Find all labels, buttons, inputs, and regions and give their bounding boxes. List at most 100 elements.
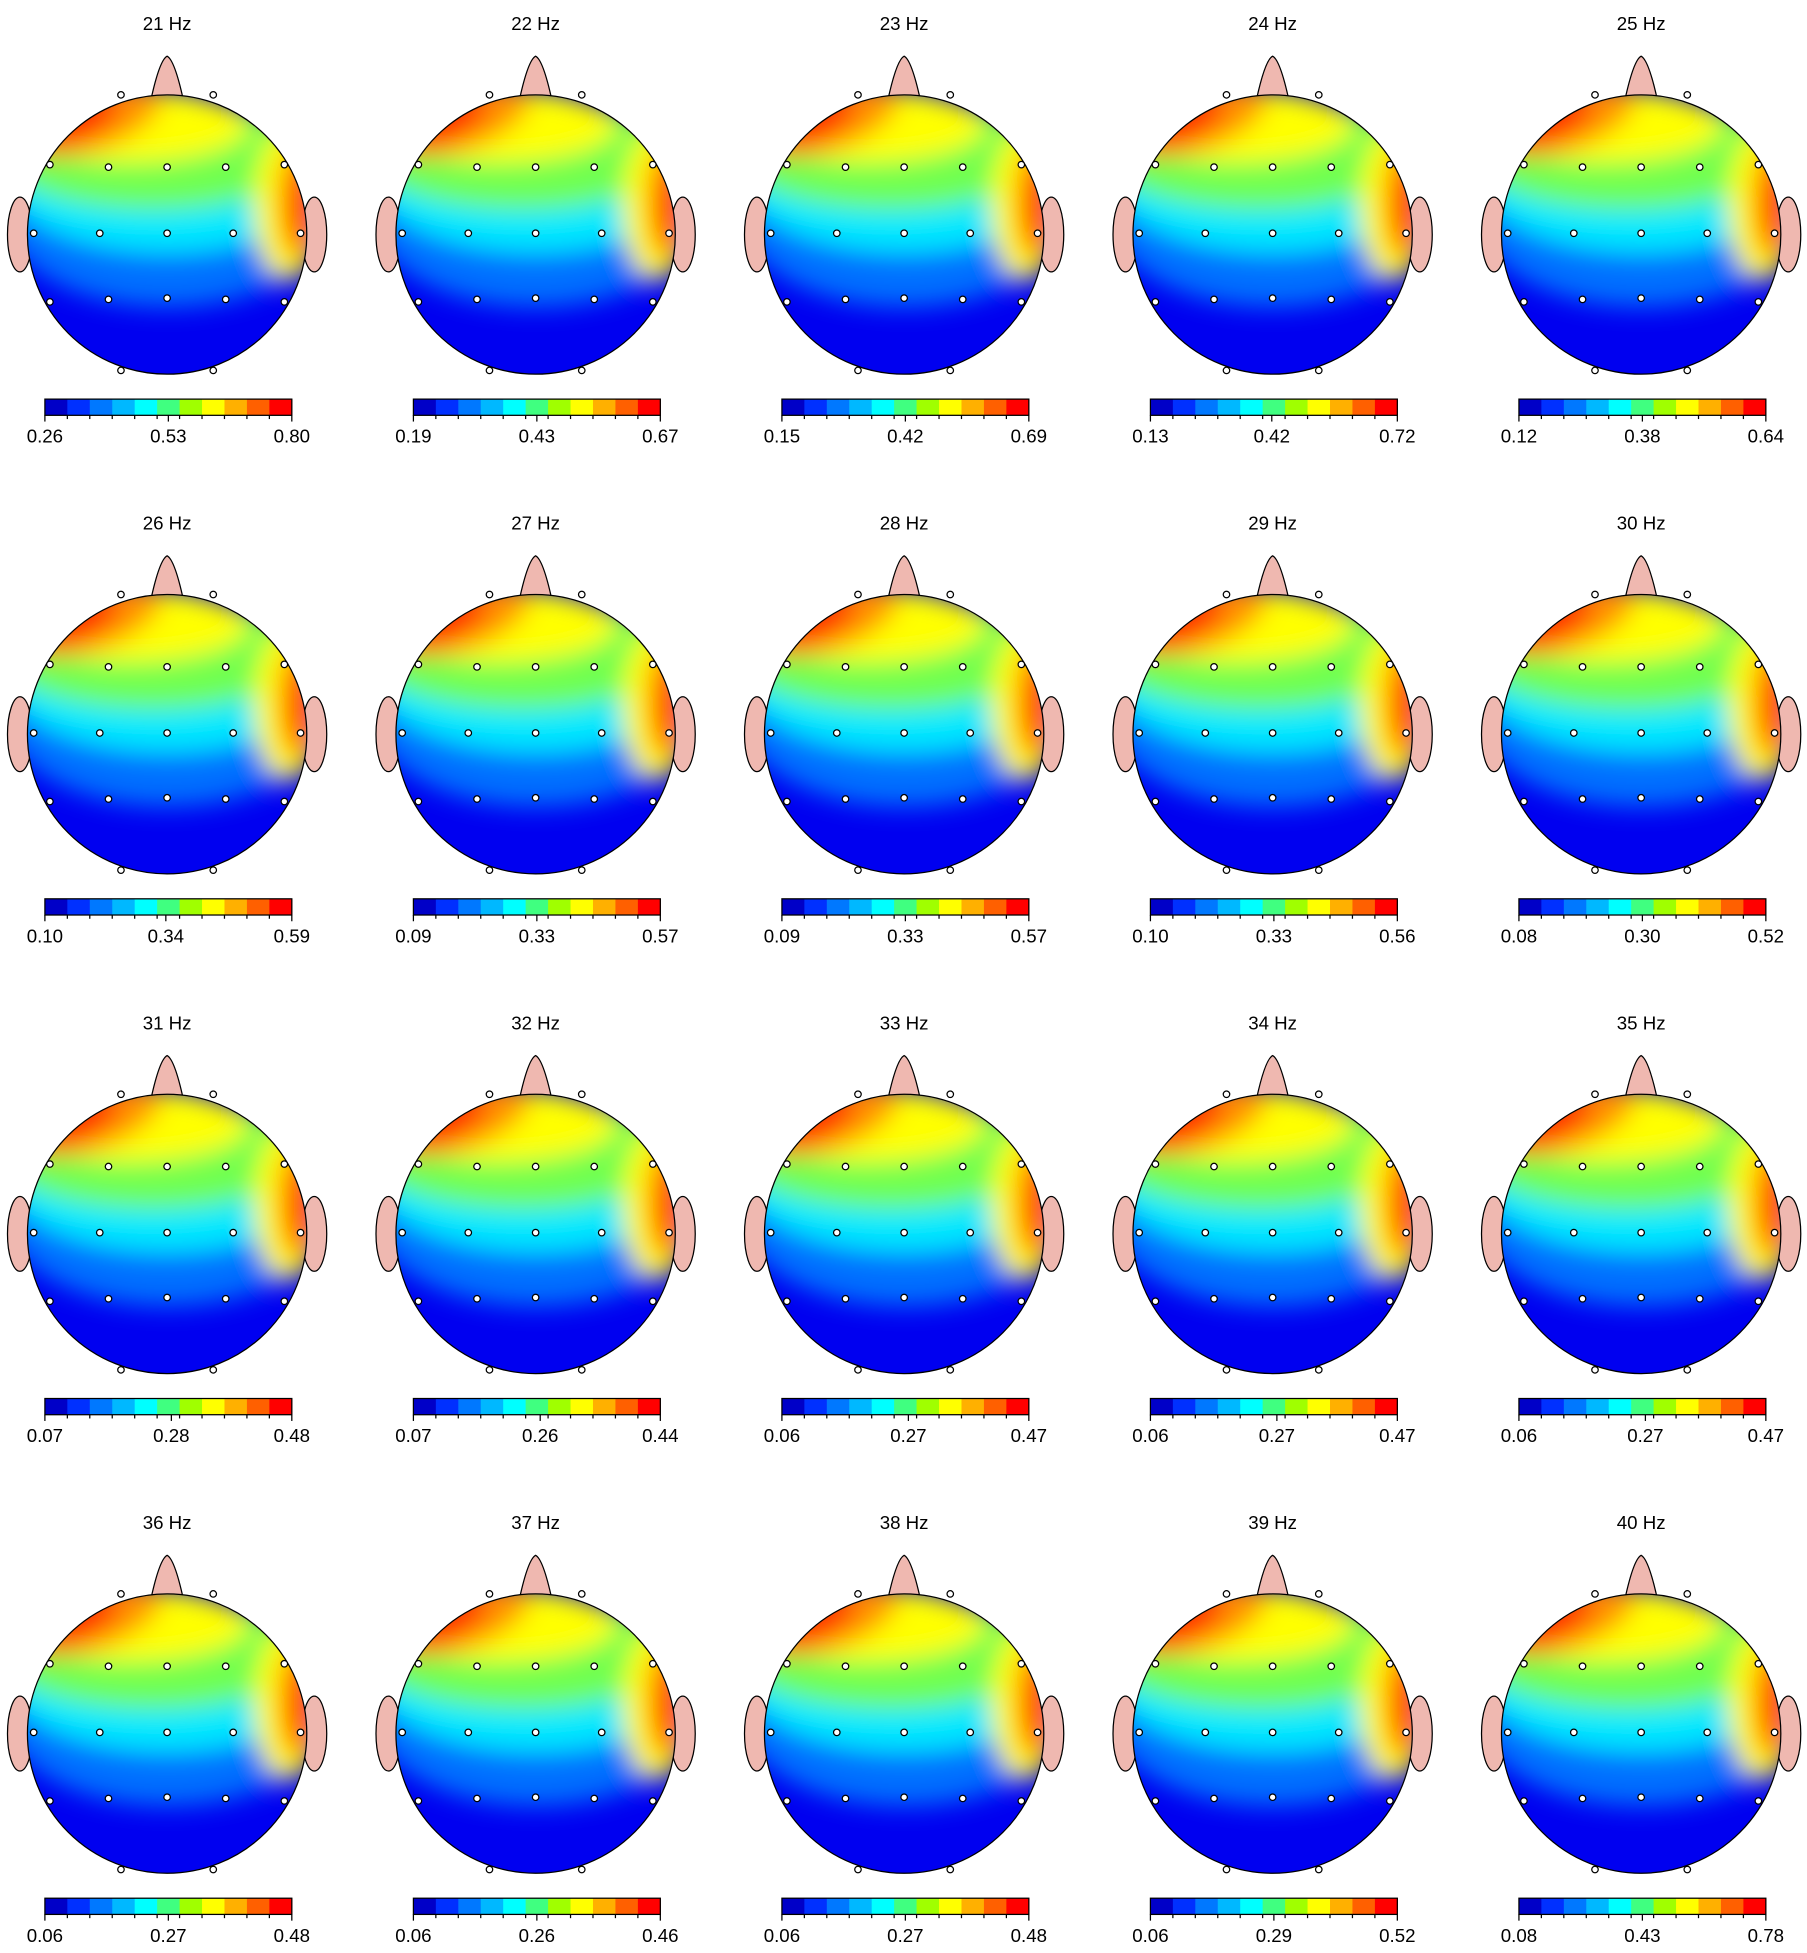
electrode — [473, 795, 481, 803]
colorbar-segment — [89, 1398, 113, 1415]
electrode — [832, 229, 841, 238]
electrode — [1385, 1297, 1394, 1306]
scalp-map — [367, 1566, 704, 1883]
electrode — [900, 1162, 908, 1171]
electrode — [1569, 729, 1578, 737]
colorbar-segment — [871, 1898, 895, 1915]
electrode — [783, 660, 791, 669]
electrode — [1637, 1228, 1646, 1237]
colorbar-segment — [1006, 399, 1030, 416]
electrode — [1402, 1728, 1410, 1737]
electrode — [1210, 1662, 1218, 1671]
nose — [887, 1054, 922, 1100]
colorbar-segment — [894, 399, 918, 416]
colorbar-segment — [413, 898, 437, 916]
panel-title: 32 Hz — [511, 1012, 560, 1033]
colorbar-segment — [1172, 898, 1196, 916]
colorbar-segment — [269, 1898, 293, 1915]
electrode — [1135, 729, 1144, 737]
colorbar-frame — [44, 1397, 293, 1416]
electrode — [648, 1160, 657, 1168]
colorbar-segment — [1608, 399, 1632, 416]
electrode — [1327, 295, 1336, 304]
electrode — [597, 729, 606, 737]
electrode — [1314, 590, 1323, 599]
electrode — [163, 1293, 171, 1302]
colorbar-tick-label: 0.48 — [274, 1425, 310, 1446]
electrode — [531, 1662, 540, 1671]
colorbar-tick-label: 0.10 — [27, 925, 63, 946]
nose — [887, 55, 922, 101]
colorbar-tick-label: 0.38 — [1624, 426, 1660, 447]
colorbar-segment — [1285, 1398, 1309, 1415]
colorbar-segment — [826, 1898, 850, 1915]
electrode — [1222, 1365, 1231, 1374]
colorbar-segment — [413, 399, 437, 416]
colorbar-segment — [157, 1398, 181, 1415]
electrode — [1327, 1662, 1336, 1671]
colorbar-frame — [44, 898, 293, 916]
head-outline — [763, 94, 1045, 375]
colorbar-segment — [112, 898, 136, 916]
electrode — [590, 163, 599, 172]
electrode — [854, 590, 862, 599]
electrode — [577, 1090, 586, 1099]
electrode — [46, 1797, 54, 1805]
colorbar-segment — [983, 1398, 1008, 1415]
head-outline — [395, 1593, 676, 1874]
colorbar-segment — [435, 1898, 459, 1915]
electrode — [766, 1728, 775, 1737]
colorbar-segment — [1262, 898, 1286, 916]
nose — [1255, 55, 1290, 101]
colorbar-segment — [1217, 1898, 1241, 1915]
colorbar-segment — [134, 399, 158, 416]
electrode — [1385, 297, 1394, 306]
colorbar-segment — [570, 898, 594, 916]
colorbar-segment — [1307, 399, 1331, 416]
electrode — [900, 662, 908, 671]
panel-title: 38 Hz — [880, 1512, 929, 1533]
electrode — [783, 1297, 791, 1306]
electrode — [163, 229, 171, 238]
electrode — [221, 1794, 230, 1803]
electrode — [1695, 163, 1704, 172]
electrode — [783, 297, 791, 306]
colorbar-tick-label: 0.28 — [153, 1425, 189, 1446]
electrode — [1754, 1160, 1763, 1168]
electrode — [485, 1090, 494, 1099]
electrode — [1683, 866, 1692, 874]
panel-title: 25 Hz — [1617, 13, 1666, 34]
colorbar-tick-label: 0.10 — [1132, 925, 1168, 946]
colorbar-segment — [202, 1898, 226, 1915]
electrode — [1135, 229, 1144, 238]
electrode — [1591, 1865, 1599, 1874]
scalp-map — [0, 67, 335, 384]
panel-title: 37 Hz — [511, 1512, 560, 1533]
colorbar-tick-label: 0.72 — [1379, 426, 1415, 447]
colorbar-segment — [826, 1398, 850, 1415]
scalp-map — [1104, 567, 1441, 884]
electrode — [577, 866, 586, 874]
electrode — [163, 729, 171, 737]
electrode — [1222, 1865, 1231, 1874]
electrode — [900, 729, 908, 737]
colorbar-segment — [1653, 399, 1677, 416]
nose — [150, 1554, 185, 1600]
electrode — [854, 1090, 862, 1099]
colorbar-tick-label: 0.33 — [887, 925, 923, 946]
colorbar-tick-label: 0.52 — [1748, 925, 1784, 946]
colorbar-segment — [67, 399, 91, 416]
electrode — [163, 1793, 171, 1802]
panel-title: 28 Hz — [880, 513, 929, 534]
electrode — [1637, 1793, 1646, 1802]
colorbar-tick-label: 0.80 — [274, 426, 310, 447]
electrode — [783, 160, 791, 169]
colorbar-tick-label: 0.33 — [1256, 925, 1292, 946]
electrode — [1033, 1728, 1042, 1737]
colorbar-segment — [548, 898, 572, 916]
colorbar-tick-label: 0.33 — [519, 925, 555, 946]
colorbar-tick-label: 0.06 — [764, 1925, 800, 1946]
electrode — [464, 1228, 473, 1237]
electrode — [1327, 1294, 1336, 1303]
colorbar-segment — [1217, 898, 1241, 916]
